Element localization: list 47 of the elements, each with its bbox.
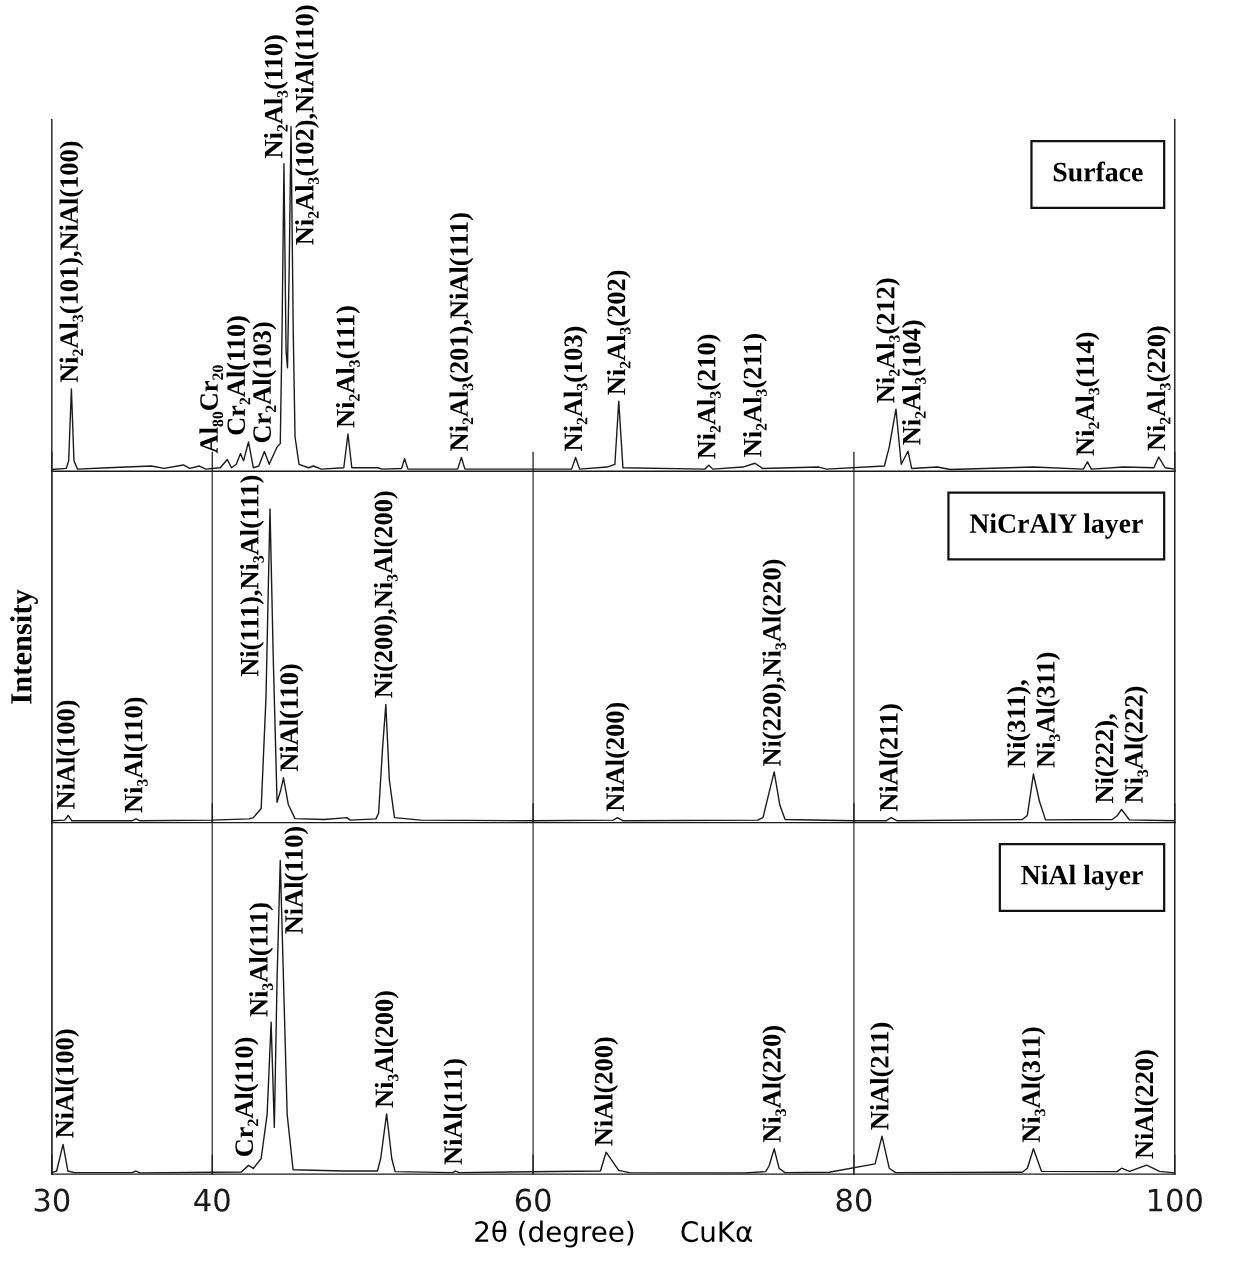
annotation: NiAl(211) xyxy=(870,1022,894,1130)
annotation: Ni₂Al₃(220) xyxy=(1146,326,1171,451)
annotation: Cr₂Al(110) xyxy=(234,1037,259,1157)
annotation: Ni₂Al₃(103) xyxy=(563,326,588,451)
annotation: Ni₂Al₃(114) xyxy=(1075,332,1100,456)
annotation: Ni₂Al₃(202) xyxy=(606,270,631,395)
text: Surface xyxy=(1053,161,1143,182)
annotation: NiAl(100) xyxy=(55,1029,80,1138)
annotation: NiAl(200) xyxy=(605,702,630,812)
annotation: NiAl(200) xyxy=(594,1037,619,1146)
annotation: Ni(200),Ni₃Al(200) xyxy=(373,491,398,698)
chart-title: NiCrAlY layer xyxy=(969,513,1143,539)
annotation: Ni₂Al₃(212) xyxy=(875,278,900,403)
annotation: Ni₂Al₃(110) xyxy=(263,35,288,158)
y-axis-title: Intensity xyxy=(10,589,38,704)
x-tick-label: 80 xyxy=(836,1188,872,1212)
annotation: NiAl(211) xyxy=(879,704,904,812)
x-tick-label: 30 xyxy=(34,1188,70,1212)
annotation: Ni₃Al(311) xyxy=(1021,1027,1046,1143)
annotation: Ni₂Al₃(104) xyxy=(902,320,926,445)
annotation: Ni₂Al₃(111) xyxy=(336,306,360,428)
annotation: Ni₃Al(110) xyxy=(123,697,148,813)
annotation: Ni₂Al₃(102),NiAl(110) xyxy=(295,5,319,245)
annotation: Ni₃Al(111) xyxy=(249,903,274,1017)
annotation: Cr₂Al(103) xyxy=(252,322,277,443)
x-axis-title: 2θ (degree) CuKα xyxy=(475,1220,753,1248)
annotation: Ni₂Al₃(210) xyxy=(696,334,721,459)
annotation: NiAl(110) xyxy=(284,826,309,934)
x-tick-label: 60 xyxy=(515,1188,551,1212)
x-tick-label: 100 xyxy=(1148,1188,1202,1212)
annotation: Ni₂Al₃(211) xyxy=(742,334,767,457)
chart-title: NiAl layer xyxy=(1021,864,1143,891)
annotation: Cr₂Al(110) xyxy=(226,316,251,435)
annotation: NiAl(110) xyxy=(279,664,304,772)
annotation: Ni₂Al₃(101),NiAl(100) xyxy=(59,141,84,383)
x-tick-label: 40 xyxy=(194,1188,230,1212)
annotation: Ni(222), Ni₃Al(222) xyxy=(1094,686,1149,803)
annotation: Ni₂Al₃(201),NiAl(111) xyxy=(449,213,474,451)
annotation: NiAl(100) xyxy=(56,700,81,809)
annotation: Ni(220),Ni₃Al(220) xyxy=(762,559,787,767)
annotation: Al₈₀Cr₂₀ xyxy=(199,365,224,454)
annotation: NiAl(111) xyxy=(443,1059,468,1165)
annotation: Ni₃Al(220) xyxy=(762,1026,787,1143)
annotation: Ni₃Al(200) xyxy=(374,991,399,1108)
annotation: Ni(111),Ni₃Al(111) xyxy=(240,475,264,677)
annotation: Ni(311), Ni₃Al(311) xyxy=(1006,652,1061,768)
annotation: NiAl(220) xyxy=(1134,1050,1159,1159)
